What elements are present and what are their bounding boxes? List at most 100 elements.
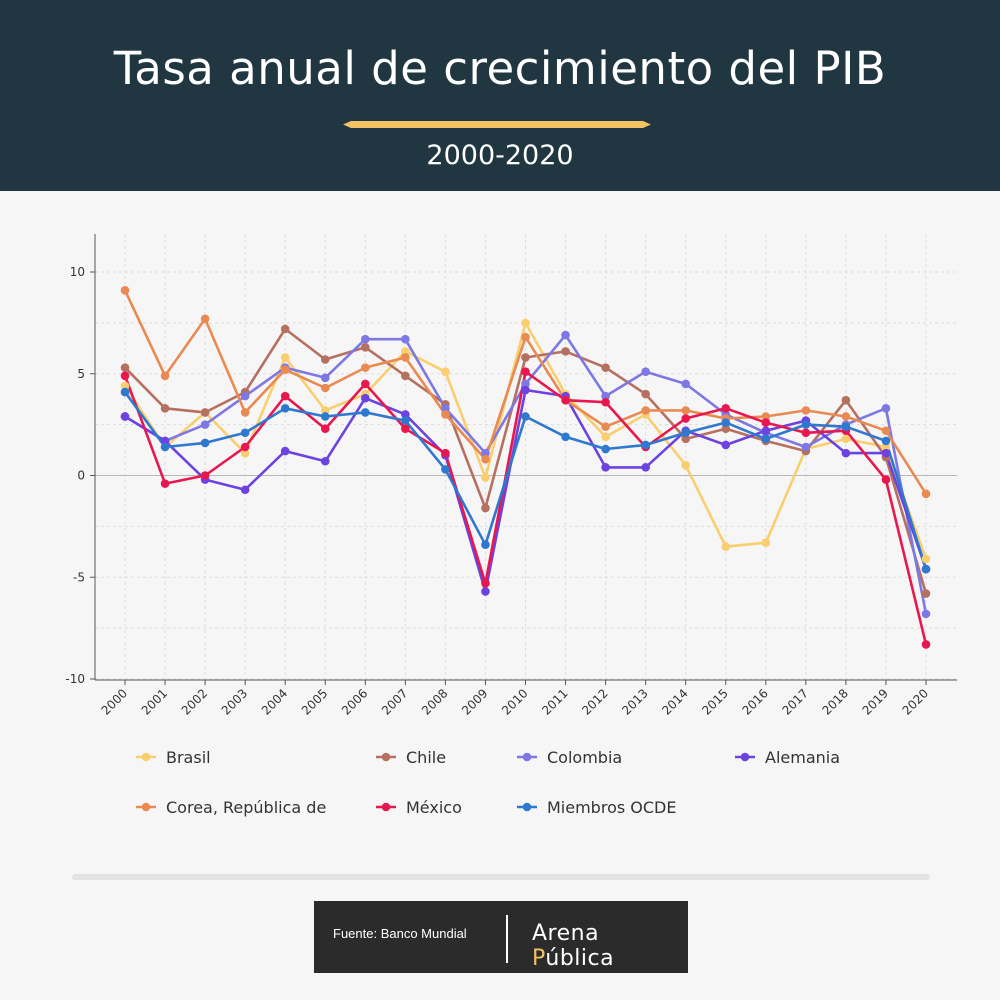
data-point <box>801 428 811 438</box>
y-tick-label: 5 <box>77 367 85 381</box>
data-point <box>320 412 330 421</box>
data-point <box>681 428 690 438</box>
data-point <box>561 330 570 340</box>
data-point <box>801 420 811 429</box>
legend-item: Brasil <box>136 745 211 769</box>
data-point <box>881 448 891 458</box>
data-point <box>240 448 250 458</box>
data-point <box>361 334 370 344</box>
y-tick-label: 0 <box>77 469 85 483</box>
x-tick-label: 2019 <box>860 686 891 717</box>
x-tick-label: 2015 <box>699 686 730 717</box>
data-point <box>721 440 731 450</box>
data-point <box>761 418 771 427</box>
data-point <box>481 454 490 464</box>
legend-swatch-dot <box>141 752 151 762</box>
data-point <box>320 424 330 433</box>
data-point <box>481 540 490 549</box>
x-tick-label: 2005 <box>299 686 330 717</box>
data-point <box>721 542 731 552</box>
data-point <box>320 456 330 466</box>
data-point <box>921 564 931 574</box>
brand-logo: Arena Pública <box>532 921 688 971</box>
legend-swatch-dot <box>740 752 750 762</box>
x-tick-label: 2012 <box>579 686 610 717</box>
data-point <box>601 422 610 431</box>
footer-separator <box>506 915 508 963</box>
data-point <box>521 332 530 342</box>
data-point <box>841 412 851 421</box>
data-point <box>320 355 330 364</box>
footer-divider <box>72 874 930 880</box>
data-point <box>761 426 771 436</box>
data-point <box>481 587 490 596</box>
data-point <box>441 404 450 413</box>
data-point <box>280 404 290 413</box>
legend-swatch <box>136 802 156 812</box>
data-point <box>521 379 530 389</box>
footer-credits: Fuente: Banco Mundial Arena Pública <box>314 901 688 973</box>
data-point <box>481 448 490 458</box>
data-point <box>361 408 370 417</box>
legend-label: Brasil <box>166 747 211 767</box>
data-point <box>120 412 130 421</box>
data-point <box>120 371 130 381</box>
data-point <box>200 420 210 429</box>
legend-swatch-dot <box>522 802 532 812</box>
legend-item: Alemania <box>735 745 840 769</box>
data-point <box>361 342 370 352</box>
data-point <box>200 438 210 448</box>
data-point <box>841 448 851 458</box>
data-point <box>681 434 690 444</box>
data-point <box>160 371 170 381</box>
data-point <box>721 404 731 413</box>
legend-swatch <box>376 752 396 762</box>
data-point <box>521 318 530 328</box>
data-point <box>200 408 210 417</box>
data-point <box>761 538 771 547</box>
data-point <box>881 426 891 436</box>
data-point <box>441 367 450 377</box>
chart-area: -10 -5 0 5 10 2000 2001 2002 2003 2004 2005 2006 200… <box>0 191 1000 861</box>
data-point <box>921 554 931 564</box>
x-tick-label: 2007 <box>379 686 410 717</box>
legend-swatch <box>517 752 537 762</box>
legend-item: México <box>376 795 462 819</box>
data-point <box>601 444 610 454</box>
data-point <box>160 479 170 488</box>
legend-item: Colombia <box>517 745 622 769</box>
legend-swatch-dot <box>381 752 391 762</box>
data-point <box>361 393 370 403</box>
x-tick-label: 2011 <box>539 686 570 717</box>
data-point <box>521 385 530 395</box>
x-tick-label: 2016 <box>739 686 770 717</box>
legend-item: Corea, República de <box>136 795 326 819</box>
data-point <box>160 404 170 413</box>
data-point <box>481 579 490 588</box>
data-point <box>441 410 450 419</box>
chart-legend: Brasil Chile Colombia Alemania Corea, Repúbl… <box>0 735 1000 845</box>
data-point <box>240 408 250 417</box>
x-tick-label: 2003 <box>219 686 250 717</box>
x-tick-label: 2020 <box>900 686 931 717</box>
x-tick-label: 2001 <box>139 686 170 717</box>
data-point <box>200 314 210 324</box>
data-point <box>721 418 731 427</box>
data-point <box>401 416 410 425</box>
data-point <box>561 432 570 442</box>
data-point <box>601 397 610 407</box>
data-point <box>320 383 330 393</box>
data-point <box>801 406 811 415</box>
data-point <box>881 442 891 452</box>
data-point <box>240 391 250 401</box>
data-point <box>320 406 330 415</box>
data-point <box>881 404 891 413</box>
x-tick-label: 2017 <box>779 686 810 717</box>
data-point <box>641 367 650 377</box>
x-tick-label: 2009 <box>459 686 490 717</box>
legend-swatch-dot <box>522 752 532 762</box>
data-point <box>120 381 130 391</box>
data-point <box>280 365 290 374</box>
data-point <box>361 363 370 372</box>
data-point <box>641 406 650 415</box>
